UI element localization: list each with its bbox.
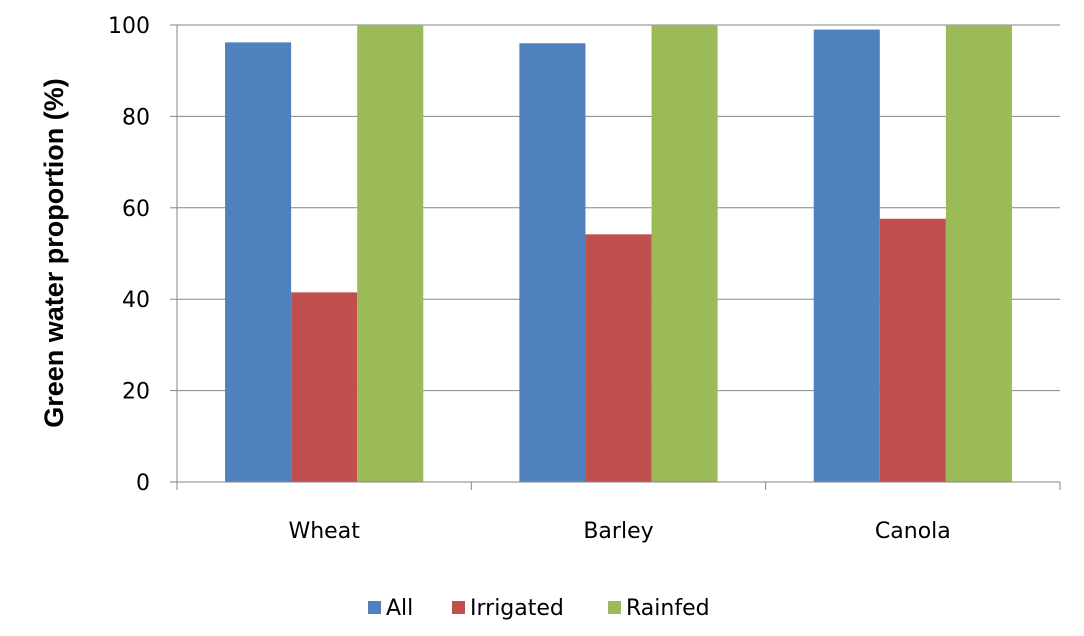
y-axis-label: Green water proportion (%)	[39, 78, 69, 428]
legend-label: All	[386, 596, 413, 621]
bar-rainfed-wheat	[357, 25, 424, 482]
y-tick-labels: 0 20 40 60 80 100	[108, 14, 150, 496]
x-tick-label: Barley	[583, 519, 653, 544]
legend: All Irrigated Rainfed	[368, 596, 710, 621]
bar-irrigated-canola	[879, 218, 946, 482]
legend-swatch	[368, 601, 381, 614]
bar-all-canola	[813, 29, 880, 482]
bar-irrigated-wheat	[291, 292, 358, 482]
y-tick-label: 100	[108, 14, 150, 39]
y-tick-label: 20	[122, 380, 150, 405]
legend-swatch	[452, 601, 465, 614]
bars	[225, 25, 1012, 483]
legend-item-rainfed: Rainfed	[608, 596, 710, 621]
legend-item-irrigated: Irrigated	[452, 596, 564, 621]
y-tick-label: 0	[136, 471, 150, 496]
legend-label: Rainfed	[626, 596, 710, 621]
bar-rainfed-barley	[651, 25, 718, 482]
y-tick-label: 40	[122, 288, 150, 313]
bar-rainfed-canola	[945, 25, 1012, 482]
legend-swatch	[608, 601, 621, 614]
x-tick-label: Canola	[875, 519, 951, 544]
bar-irrigated-barley	[585, 234, 652, 482]
legend-item-all: All	[368, 596, 413, 621]
axes	[170, 24, 1061, 490]
x-tick-label: Wheat	[288, 519, 360, 544]
bar-all-wheat	[225, 42, 292, 483]
bar-all-barley	[519, 43, 586, 482]
x-tick-labels: Wheat Barley Canola	[288, 519, 950, 544]
legend-label: Irrigated	[470, 596, 564, 621]
y-tick-label: 80	[122, 105, 150, 130]
y-tick-label: 60	[122, 197, 150, 222]
